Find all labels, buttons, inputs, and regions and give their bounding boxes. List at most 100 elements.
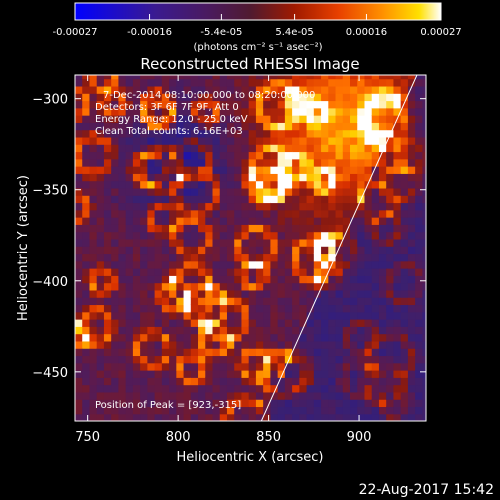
heatmap-cell: [219, 166, 228, 174]
heatmap-cell: [378, 173, 387, 182]
heatmap-cell: [118, 122, 127, 131]
heatmap-cell: [270, 158, 279, 167]
heatmap-cell: [313, 304, 322, 313]
heatmap-cell: [183, 348, 192, 357]
heatmap-cell: [277, 195, 286, 204]
heatmap-cell: [226, 326, 235, 335]
heatmap-cell: [306, 75, 315, 80]
heatmap-cell: [407, 355, 416, 364]
heatmap-cell: [169, 260, 177, 269]
heatmap-cell: [371, 166, 380, 174]
heatmap-cell: [328, 268, 337, 276]
heatmap-cell: [255, 333, 264, 342]
heatmap-cell: [386, 100, 395, 109]
heatmap-cell: [118, 238, 127, 247]
heatmap-cell: [219, 158, 228, 167]
heatmap-cell: [147, 217, 156, 225]
heatmap-cell: [183, 202, 192, 211]
heatmap-cell: [364, 187, 373, 196]
heatmap-cell: [335, 195, 344, 204]
heatmap-cell: [198, 144, 206, 153]
heatmap-cell: [299, 231, 308, 240]
heatmap-cell: [96, 362, 105, 371]
heatmap-cell: [292, 384, 300, 393]
heatmap-cell: [89, 238, 98, 247]
heatmap-cell: [321, 355, 329, 364]
heatmap-cell: [371, 129, 380, 138]
heatmap-cell: [154, 238, 163, 247]
heatmap-cell: [147, 75, 156, 80]
heatmap-cell: [407, 217, 416, 225]
heatmap-cell: [299, 209, 308, 218]
heatmap-cell: [147, 289, 156, 298]
heatmap-cell: [357, 260, 366, 269]
heatmap-cell: [169, 384, 177, 393]
heatmap-cell: [161, 362, 170, 371]
heatmap-cell: [321, 319, 329, 327]
heatmap-cell: [132, 75, 141, 80]
heatmap-cell: [371, 253, 380, 262]
heatmap-cell: [321, 107, 329, 116]
heatmap-cell: [82, 209, 91, 218]
heatmap-cell: [75, 362, 83, 371]
heatmap-cell: [147, 115, 156, 123]
heatmap-cell: [241, 413, 250, 421]
heatmap-cell: [219, 289, 228, 298]
heatmap-cell: [234, 384, 243, 393]
heatmap-cell: [75, 107, 83, 116]
heatmap-cell: [198, 115, 206, 123]
heatmap-cell: [371, 93, 380, 102]
heatmap-cell: [350, 93, 358, 102]
heatmap-cell: [132, 202, 141, 211]
heatmap-cell: [357, 333, 366, 342]
heatmap-cell: [270, 187, 279, 196]
heatmap-cell: [415, 355, 423, 364]
heatmap-cell: [400, 158, 409, 167]
heatmap-cell: [292, 209, 300, 218]
heatmap-cell: [313, 370, 322, 378]
heatmap-cell: [103, 158, 112, 167]
heatmap-cell: [205, 93, 214, 102]
heatmap-cell: [277, 304, 286, 313]
heatmap-cell: [190, 348, 199, 357]
heatmap-cell: [161, 384, 170, 393]
heatmap-cell: [321, 370, 329, 378]
heatmap-cell: [357, 122, 366, 131]
heatmap-cell: [255, 406, 264, 415]
heatmap-cell: [371, 85, 380, 94]
heatmap-cell: [292, 268, 300, 276]
heatmap-cell: [89, 224, 98, 233]
heatmap-cell: [75, 326, 83, 335]
heatmap-cell: [103, 75, 112, 80]
heatmap-cell: [306, 100, 315, 109]
heatmap-cell: [270, 260, 279, 269]
heatmap-cell: [357, 187, 366, 196]
heatmap-cell: [212, 180, 221, 189]
heatmap-cell: [342, 231, 351, 240]
heatmap-cell: [415, 282, 423, 291]
heatmap-cell: [176, 289, 185, 298]
heatmap-cell: [154, 85, 163, 94]
heatmap-cell: [386, 238, 395, 247]
heatmap-cell: [125, 370, 134, 378]
heatmap-cell: [306, 78, 315, 87]
heatmap-cell: [299, 340, 308, 349]
heatmap-cell: [111, 319, 120, 327]
heatmap-cell: [75, 238, 83, 247]
heatmap-cell: [82, 166, 91, 174]
heatmap-cell: [284, 289, 293, 298]
heatmap-cell: [415, 253, 423, 262]
heatmap-cell: [393, 282, 402, 291]
heatmap-cell: [183, 362, 192, 371]
heatmap-cell: [190, 289, 199, 298]
heatmap-cell: [422, 75, 426, 80]
heatmap-cell: [393, 246, 402, 255]
heatmap-cell: [335, 238, 344, 247]
heatmap-cell: [270, 362, 279, 371]
heatmap-cell: [313, 377, 322, 386]
heatmap-cell: [299, 406, 308, 415]
heatmap-cell: [140, 282, 148, 291]
heatmap-cell: [190, 253, 199, 262]
heatmap-cell: [263, 377, 272, 386]
heatmap-cell: [89, 166, 98, 174]
